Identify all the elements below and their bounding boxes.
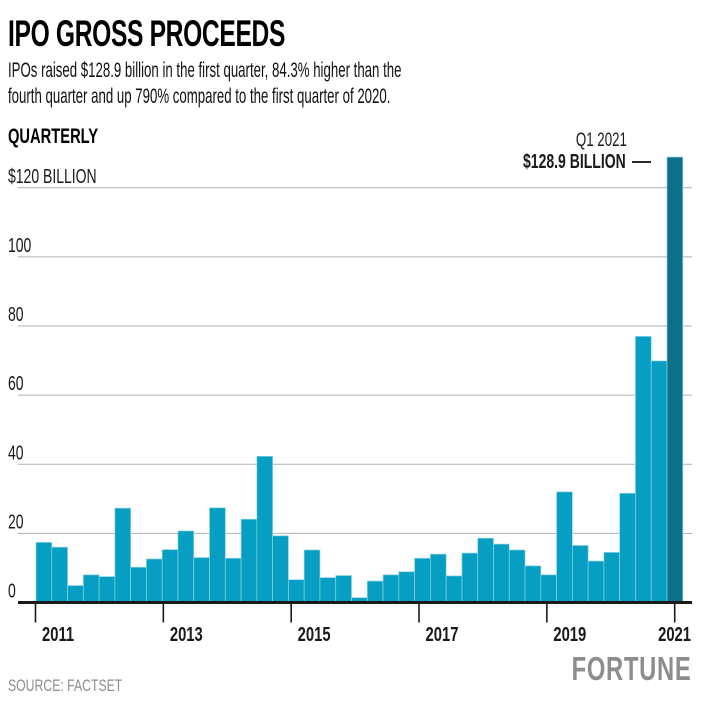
peak-annotation: Q1 2021 $128.9 BILLION	[479, 130, 651, 173]
x-axis-label-2021: 2021	[658, 623, 691, 646]
bar-Q2-2011	[51, 546, 68, 603]
bar-Q4-2011	[82, 574, 100, 603]
page-title: IPO GROSS PROCEEDS	[8, 13, 425, 55]
frequency-label: QUARTERLY	[8, 125, 99, 148]
bar-Q2-2012	[114, 507, 132, 603]
bar-Q4-2016	[398, 571, 415, 603]
y-axis-label-80: 80	[8, 302, 24, 325]
bar-Q3-2011	[67, 585, 84, 603]
page-title-text: IPO GROSS PROCEEDS	[8, 13, 286, 54]
y-axis-label-40: 40	[8, 441, 24, 464]
bar-Q3-2018	[508, 549, 526, 603]
bar-Q4-2014	[272, 535, 289, 603]
chart-description: IPOs raised $128.9 billion in the first …	[8, 58, 633, 110]
bar-Q3-2015	[319, 577, 337, 603]
bar-Q4-2017	[461, 552, 479, 603]
bar-Q3-2019	[571, 545, 589, 603]
bar-Q4-2013	[209, 507, 226, 603]
annotation-quarter: Q1 2021	[575, 130, 627, 151]
bar-Q1-2017	[414, 557, 431, 603]
x-axis-label-2013: 2013	[170, 623, 203, 646]
bar-Q1-2019	[540, 574, 557, 603]
bar-Q1-2021	[666, 156, 684, 603]
bar-Q2-2014	[240, 518, 258, 603]
x-axis-label-2011: 2011	[42, 623, 74, 646]
x-axis-label-2015: 2015	[298, 623, 331, 646]
y-axis-label-100: 100	[8, 233, 31, 256]
y-axis-label-0: 0	[8, 579, 16, 602]
fortune-logo: FORTUNE	[571, 650, 691, 687]
y-axis-label-20: 20	[8, 510, 24, 533]
bar-Q3-2013	[193, 557, 210, 603]
bar-Q1-2014	[224, 557, 242, 603]
bar-Q4-2015	[335, 575, 352, 603]
bar-Q1-2020	[603, 552, 621, 603]
annotation-dash-line	[632, 161, 651, 163]
bar-Q3-2014	[256, 455, 273, 603]
bar-Q1-2011	[35, 542, 53, 603]
bar-Q2-2016	[366, 580, 384, 603]
bar-Q1-2012	[98, 576, 116, 603]
bar-Q2-2015	[303, 549, 321, 603]
bar-Q4-2018	[524, 565, 542, 603]
source-label: SOURCE: FACTSET	[8, 676, 123, 695]
bar-Q3-2012	[130, 566, 147, 603]
bar-Q2-2013	[177, 530, 195, 603]
chart-description-line1: IPOs raised $128.9 billion in the first …	[8, 59, 402, 82]
bar-Q3-2020	[635, 336, 652, 603]
bar-Q4-2012	[146, 558, 163, 603]
x-axis-label-2019: 2019	[553, 623, 586, 646]
bar-Q2-2018	[493, 543, 510, 603]
x-axis-line	[18, 601, 692, 604]
annotation-value: $128.9 BILLION	[523, 151, 626, 173]
bar-Q4-2019	[587, 560, 605, 603]
bar-Q1-2015	[288, 579, 305, 603]
bar-Q3-2017	[445, 575, 463, 603]
x-axis-label-2017: 2017	[426, 623, 459, 646]
bar-Q2-2020	[619, 492, 636, 603]
bar-Q4-2020	[650, 360, 668, 603]
bar-Q2-2019	[556, 491, 573, 603]
y-axis-label-120: $120 BILLION	[8, 164, 97, 187]
bar-Q3-2016	[382, 574, 400, 603]
chart-description-line2: fourth quarter and up 790% compared to t…	[8, 85, 391, 108]
bar-Q1-2018	[477, 537, 494, 603]
y-axis-label-60: 60	[8, 372, 24, 395]
bar-Q1-2013	[161, 549, 179, 603]
bar-Q2-2017	[430, 553, 447, 603]
bar-Q1-2016	[351, 597, 368, 603]
